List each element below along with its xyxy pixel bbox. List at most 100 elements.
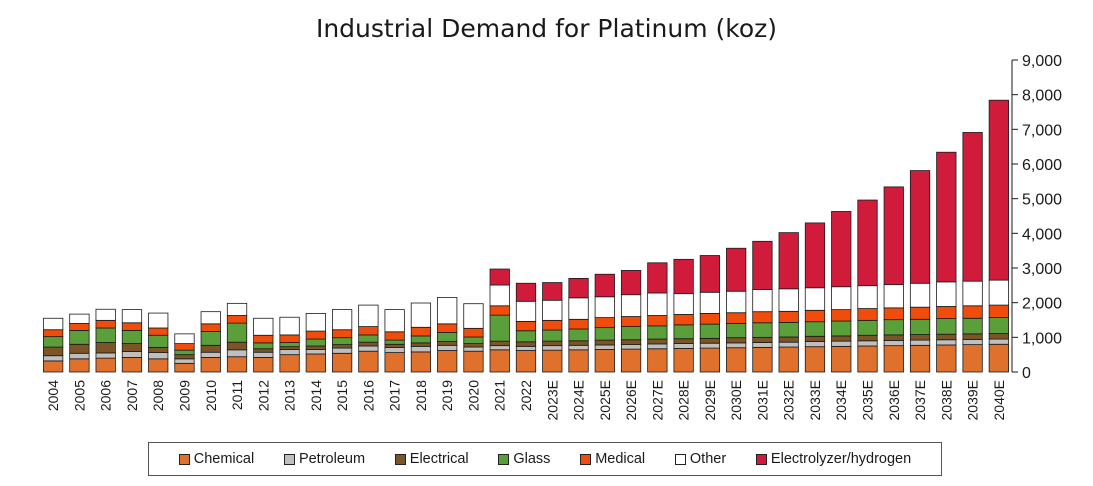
bar-segment-medical-2035E [857, 308, 878, 321]
bar-segment-electrical-2019 [437, 341, 458, 346]
bar-segment-glass-2009 [174, 349, 195, 356]
bar-segment-chemical-2028E [673, 348, 694, 373]
bar-segment-petroleum-2013 [279, 349, 300, 356]
bar-segment-glass-2037E [909, 318, 931, 335]
bar-segment-other-2017 [384, 309, 405, 333]
bar-segment-other-2035E [857, 285, 878, 309]
bar-segment-chemical-2038E [936, 344, 957, 373]
bar-segment-medical-2013 [279, 334, 300, 343]
bar-segment-chemical-2036E [883, 345, 904, 373]
bar-segment-medical-2005 [69, 323, 90, 331]
legend-item-medical: Medical [580, 451, 645, 467]
bar-segment-electrical-2017 [384, 343, 405, 348]
bar-segment-chemical-2018 [410, 351, 432, 373]
legend-swatch [283, 453, 295, 465]
bar-segment-chemical-2005 [69, 358, 90, 373]
y-tick-label: 7,000 [1022, 122, 1062, 139]
bar-segment-petroleum-2006 [95, 352, 116, 359]
bar-segment-petroleum-2005 [69, 352, 90, 360]
bar-segment-petroleum-2033E [804, 341, 826, 348]
bars-group [43, 99, 1009, 373]
x-tick-label: 2013 [282, 380, 298, 411]
bar-segment-petroleum-2037E [909, 339, 931, 346]
legend-swatch [580, 453, 592, 465]
bar-segment-electrolyzer-hydrogen-2037E [909, 170, 931, 284]
bar-segment-electrical-2013 [279, 346, 300, 350]
bar-segment-electrical-2030E [726, 337, 747, 344]
x-tick-label: 2026E [623, 380, 639, 420]
bar-segment-petroleum-2034E [831, 340, 852, 347]
bar-segment-electrical-2021 [489, 340, 510, 347]
bar-segment-glass-2019 [437, 332, 458, 342]
bar-segment-medical-2029E [699, 313, 721, 325]
bar-segment-other-2029E [699, 291, 721, 314]
bar-segment-petroleum-2039E [962, 339, 983, 346]
y-tick-label: 1,000 [1022, 330, 1062, 347]
bar-segment-other-2014 [305, 313, 326, 332]
bar-segment-chemical-2009 [174, 362, 195, 373]
legend-item-electrolyzer-hydrogen: Electrolyzer/hydrogen [755, 451, 911, 467]
bar-segment-chemical-2008 [148, 358, 169, 373]
bar-segment-medical-2028E [673, 314, 694, 326]
bar-segment-chemical-2030E [726, 347, 747, 373]
bar-segment-medical-2006 [95, 319, 116, 329]
bar-segment-other-2013 [279, 316, 300, 336]
bar-segment-petroleum-2031E [752, 342, 773, 348]
bar-segment-electrolyzer-hydrogen-2024E [568, 277, 589, 299]
bar-segment-chemical-2012 [253, 357, 274, 373]
legend-swatch [755, 453, 767, 465]
bar-segment-other-2009 [174, 333, 195, 344]
bar-segment-glass-2025E [594, 327, 615, 341]
bar-segment-glass-2022 [515, 330, 537, 343]
x-tick-label: 2027E [649, 380, 665, 420]
bar-segment-glass-2018 [410, 335, 432, 344]
bar-segment-electrolyzer-hydrogen-2036E [883, 186, 904, 286]
bar-segment-petroleum-2007 [121, 351, 143, 358]
bar-segment-other-2027E [647, 292, 668, 316]
bar-segment-petroleum-2015 [331, 347, 353, 354]
bar-segment-electrical-2026E [620, 339, 642, 346]
bar-segment-chemical-2006 [95, 357, 116, 373]
x-tick-label: 2036E [886, 380, 902, 420]
bar-segment-other-2024E [568, 297, 589, 320]
legend-swatch [498, 453, 510, 465]
x-tick-label: 2037E [912, 380, 928, 420]
x-tick-label: 2018 [413, 380, 429, 411]
y-tick-label: 8,000 [1022, 88, 1062, 105]
y-tick-label: 9,000 [1022, 53, 1062, 70]
bar-segment-chemical-2011 [226, 356, 248, 373]
bar-segment-electrical-2007 [121, 343, 143, 352]
bar-segment-petroleum-2021 [489, 345, 510, 351]
x-tick-label: 2015 [334, 380, 350, 411]
bar-segment-other-2021 [489, 284, 510, 307]
x-tick-labels: 2004 2005 2006 2007 2008 2009 2010 2011 2012 2013… [45, 380, 1007, 421]
bar-segment-glass-2040E [988, 317, 1009, 334]
bar-segment-other-2025E [594, 296, 615, 318]
bar-segment-medical-2020 [463, 327, 484, 338]
bar-segment-electrical-2024E [568, 340, 589, 346]
bar-segment-other-2033E [804, 287, 826, 311]
bar-segment-glass-2036E [883, 319, 904, 336]
bar-segment-medical-2026E [620, 316, 642, 327]
bar-segment-glass-2012 [253, 342, 274, 350]
bar-segment-electrical-2022 [515, 341, 537, 347]
bar-segment-glass-2007 [121, 329, 143, 344]
bar-segment-glass-2031E [752, 322, 773, 338]
bar-segment-petroleum-2023E [542, 345, 563, 351]
bar-segment-petroleum-2026E [620, 344, 642, 350]
bar-segment-other-2037E [909, 282, 931, 308]
legend-label: Glass [513, 451, 551, 467]
bar-segment-glass-2013 [279, 342, 300, 348]
y-tick-label: 6,000 [1022, 157, 1062, 174]
bar-segment-chemical-2021 [489, 349, 510, 373]
bar-segment-other-2008 [148, 312, 169, 329]
x-tick-label: 2009 [176, 380, 192, 411]
bar-segment-electrolyzer-hydrogen-2038E [936, 151, 957, 283]
bar-segment-petroleum-2032E [778, 341, 799, 348]
bar-segment-electrolyzer-hydrogen-2021 [489, 268, 510, 286]
bar-segment-other-2028E [673, 293, 694, 315]
bar-segment-other-2019 [437, 297, 458, 325]
legend-item-chemical: Chemical [178, 451, 254, 467]
bar-segment-glass-2010 [200, 331, 221, 346]
bar-segment-petroleum-2028E [673, 343, 694, 349]
